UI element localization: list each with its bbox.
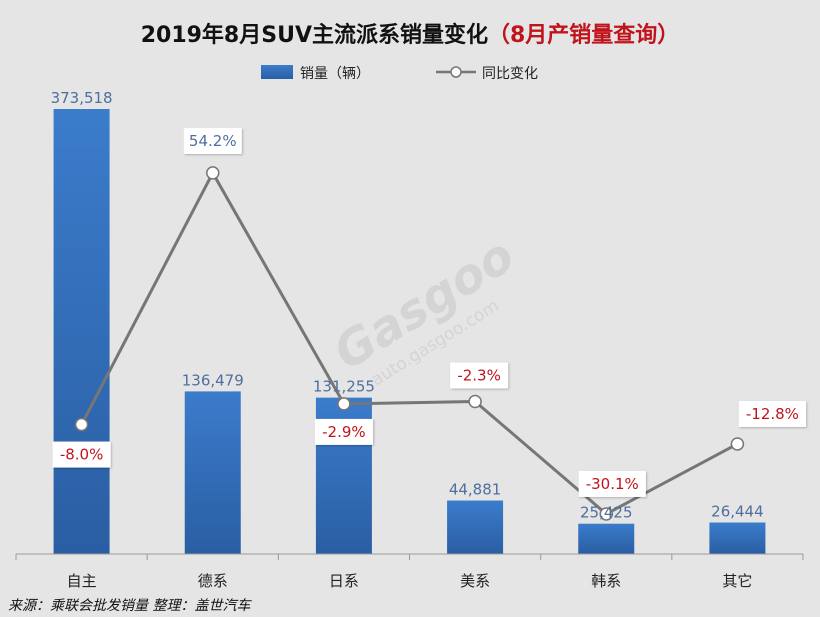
x-tick-label: 韩系 — [591, 572, 621, 590]
bar-5 — [578, 523, 635, 554]
yoy-label: -8.0% — [52, 441, 111, 468]
legend-line-marker — [450, 66, 462, 78]
yoy-label: 54.2% — [183, 127, 242, 154]
bar-2 — [184, 391, 241, 554]
yoy-label-text: -2.3% — [457, 366, 501, 384]
yoy-point-3 — [337, 397, 351, 411]
yoy-point-5 — [599, 507, 613, 521]
yoy-label-box — [578, 470, 646, 497]
bar-value-label: 25,425 — [580, 504, 633, 522]
yoy-label: -2.9% — [314, 418, 373, 445]
yoy-line — [74, 166, 745, 521]
x-axis: 自主 德系 日系 美系 韩系 其它 — [15, 553, 804, 590]
x-tick-label: 日系 — [329, 572, 359, 590]
yoy-label-text: -2.9% — [322, 423, 366, 441]
x-tick-label: 美系 — [460, 572, 490, 590]
bar-6 — [709, 522, 766, 554]
bars — [53, 109, 766, 554]
yoy-label-text: 54.2% — [189, 132, 237, 150]
yoy-label-box — [738, 400, 807, 427]
bar-4 — [447, 500, 504, 554]
source-note: 来源：乘联会批发销量 整理：盖世汽车 — [8, 598, 252, 614]
chart-title: 2019年8月SUV主流派系销量变化（8月产销量查询） — [141, 22, 680, 48]
yoy-line-path — [80, 171, 739, 516]
yoy-label-box — [450, 362, 509, 389]
data-labels: 373,518 136,479 131,255 44,881 25,425 26,444 -… — [51, 89, 807, 522]
yoy-label-text: -8.0% — [60, 446, 104, 464]
yoy-label-box — [314, 418, 373, 445]
bar-value-label: 136,479 — [182, 371, 244, 389]
bar-value-label: 373,518 — [51, 89, 113, 107]
yoy-label-box — [183, 127, 242, 154]
yoy-point-4 — [468, 394, 482, 409]
yoy-label-text: -12.8% — [746, 405, 799, 423]
yoy-point-2 — [206, 166, 220, 180]
x-tick-label: 德系 — [198, 572, 228, 590]
legend-line-label: 同比变化 — [482, 66, 538, 82]
yoy-point-1 — [74, 417, 89, 432]
bar-value-label: 44,881 — [449, 481, 502, 499]
bar-value-label: 26,444 — [711, 502, 764, 520]
yoy-label: -30.1% — [578, 470, 646, 497]
x-tick-label: 其它 — [722, 572, 752, 590]
yoy-label: -12.8% — [738, 400, 807, 427]
yoy-point-6 — [730, 437, 745, 451]
legend-bar-label: 销量（辆） — [300, 66, 370, 82]
bar-1 — [53, 109, 110, 554]
legend-bar-swatch — [261, 65, 293, 79]
x-tick-label: 自主 — [67, 572, 97, 590]
legend: 销量（辆） 同比变化 — [261, 65, 538, 82]
bar-value-label: 131,255 — [313, 378, 375, 396]
yoy-label-box — [52, 441, 111, 468]
yoy-label: -2.3% — [450, 362, 509, 389]
yoy-label-text: -30.1% — [586, 475, 639, 493]
